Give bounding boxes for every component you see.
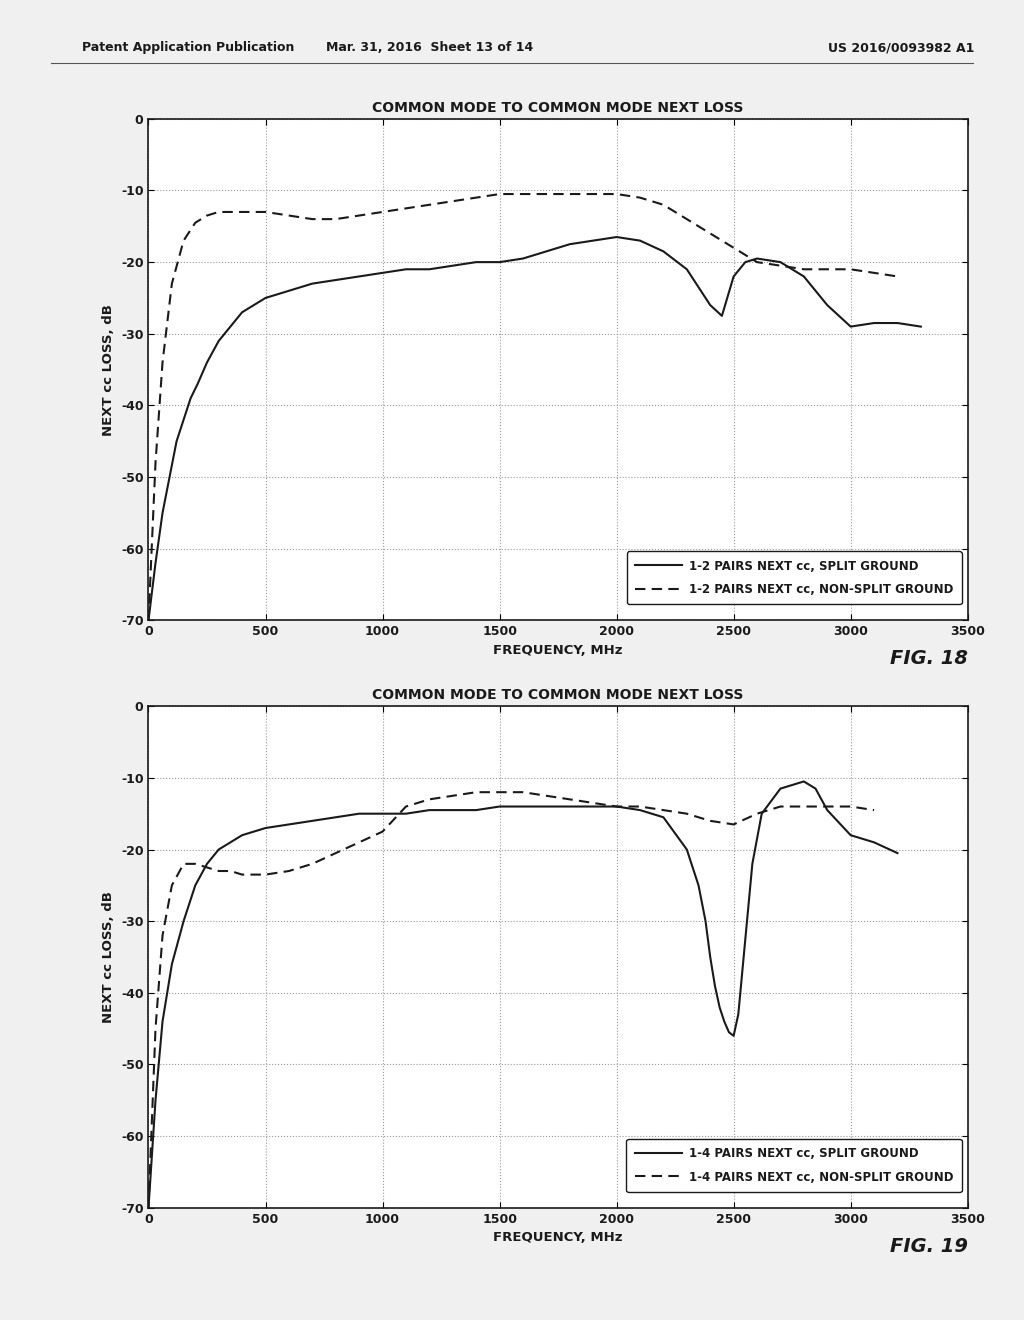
Text: FIG. 19: FIG. 19 <box>890 1237 968 1255</box>
X-axis label: FREQUENCY, MHz: FREQUENCY, MHz <box>494 1232 623 1245</box>
Y-axis label: NEXT cc LOSS, dB: NEXT cc LOSS, dB <box>102 304 116 436</box>
Text: FIG. 18: FIG. 18 <box>890 649 968 668</box>
Title: COMMON MODE TO COMMON MODE NEXT LOSS: COMMON MODE TO COMMON MODE NEXT LOSS <box>373 100 743 115</box>
Text: Mar. 31, 2016  Sheet 13 of 14: Mar. 31, 2016 Sheet 13 of 14 <box>327 41 534 54</box>
Title: COMMON MODE TO COMMON MODE NEXT LOSS: COMMON MODE TO COMMON MODE NEXT LOSS <box>373 688 743 702</box>
Legend: 1-2 PAIRS NEXT cc, SPLIT GROUND, 1-2 PAIRS NEXT cc, NON-SPLIT GROUND: 1-2 PAIRS NEXT cc, SPLIT GROUND, 1-2 PAI… <box>627 552 962 605</box>
Legend: 1-4 PAIRS NEXT cc, SPLIT GROUND, 1-4 PAIRS NEXT cc, NON-SPLIT GROUND: 1-4 PAIRS NEXT cc, SPLIT GROUND, 1-4 PAI… <box>627 1139 962 1192</box>
Text: US 2016/0093982 A1: US 2016/0093982 A1 <box>828 41 974 54</box>
X-axis label: FREQUENCY, MHz: FREQUENCY, MHz <box>494 644 623 657</box>
Text: Patent Application Publication: Patent Application Publication <box>82 41 294 54</box>
Y-axis label: NEXT cc LOSS, dB: NEXT cc LOSS, dB <box>102 891 116 1023</box>
